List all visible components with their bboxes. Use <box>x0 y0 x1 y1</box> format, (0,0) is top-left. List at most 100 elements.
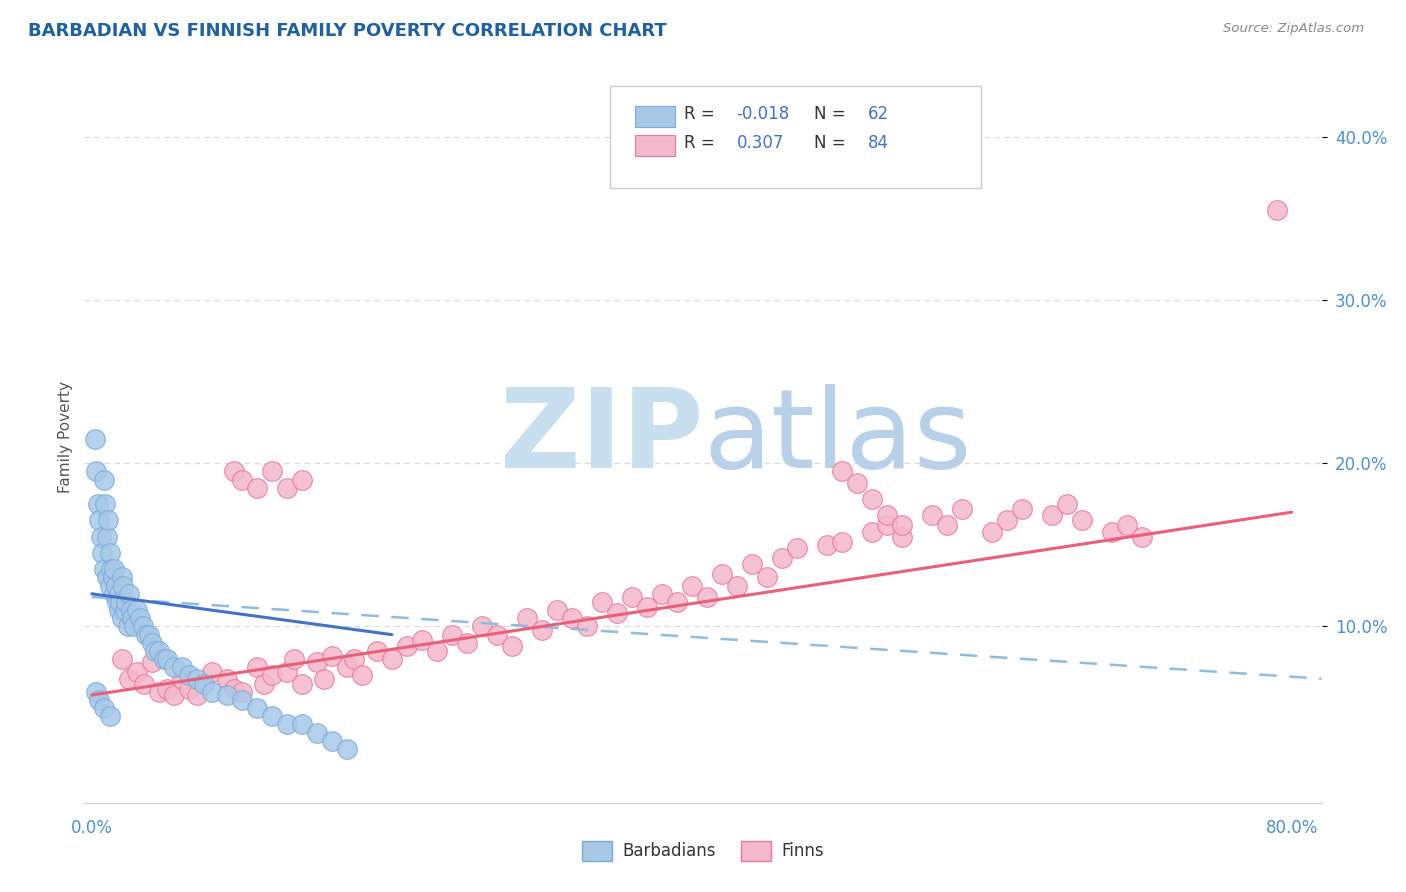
Point <box>860 492 883 507</box>
Point <box>314 672 336 686</box>
Point <box>231 685 253 699</box>
Point <box>111 652 134 666</box>
Point <box>665 595 688 609</box>
Point <box>890 518 912 533</box>
Point <box>350 668 373 682</box>
Point <box>530 623 553 637</box>
Point <box>831 464 853 478</box>
Point <box>1011 502 1033 516</box>
Point <box>725 579 748 593</box>
Point <box>98 546 121 560</box>
Text: atlas: atlas <box>703 384 972 491</box>
Point <box>193 676 215 690</box>
Point <box>283 652 305 666</box>
Point <box>710 567 733 582</box>
Legend: Barbadians, Finns: Barbadians, Finns <box>576 834 830 868</box>
Y-axis label: Family Poverty: Family Poverty <box>58 381 73 493</box>
Point <box>201 665 224 680</box>
Point <box>93 562 115 576</box>
Point <box>411 632 433 647</box>
Point <box>93 473 115 487</box>
Point <box>246 660 269 674</box>
Point <box>112 579 135 593</box>
Point <box>246 701 269 715</box>
Text: R =: R = <box>685 104 720 123</box>
Point <box>104 579 127 593</box>
FancyBboxPatch shape <box>610 86 981 188</box>
Point <box>97 513 120 527</box>
Point <box>186 688 208 702</box>
Point <box>305 656 328 670</box>
Point <box>105 595 128 609</box>
Point <box>260 709 283 723</box>
Point <box>276 717 298 731</box>
Point <box>935 518 957 533</box>
Point <box>135 627 157 641</box>
Point <box>831 534 853 549</box>
Point <box>291 473 314 487</box>
Point <box>110 595 132 609</box>
Point <box>321 733 343 747</box>
Point <box>876 508 898 523</box>
Point <box>118 672 141 686</box>
Point <box>156 681 179 696</box>
Point <box>108 603 131 617</box>
Point <box>291 676 314 690</box>
Point <box>103 562 125 576</box>
Point <box>111 570 134 584</box>
Point <box>336 660 359 674</box>
Point <box>215 672 238 686</box>
Point <box>156 652 179 666</box>
Point <box>1056 497 1078 511</box>
Point <box>163 688 186 702</box>
Point <box>143 644 166 658</box>
Point <box>91 546 114 560</box>
Point <box>876 518 898 533</box>
Point <box>115 595 138 609</box>
Point <box>148 644 170 658</box>
Point <box>101 570 124 584</box>
FancyBboxPatch shape <box>636 105 675 127</box>
Point <box>681 579 703 593</box>
Point <box>845 475 868 490</box>
Point <box>336 742 359 756</box>
Point <box>141 636 163 650</box>
Text: 84: 84 <box>868 134 889 152</box>
Point <box>118 587 141 601</box>
Point <box>485 627 508 641</box>
Point <box>741 558 763 572</box>
Point <box>1130 530 1153 544</box>
Point <box>98 709 121 723</box>
Point <box>501 639 523 653</box>
Point <box>86 685 108 699</box>
Point <box>426 644 449 658</box>
Point <box>90 530 112 544</box>
Text: 80.0%: 80.0% <box>1265 819 1317 837</box>
Point <box>98 579 121 593</box>
Point <box>546 603 568 617</box>
Point <box>87 497 110 511</box>
Text: R =: R = <box>685 134 725 152</box>
Point <box>103 587 125 601</box>
Point <box>995 513 1018 527</box>
Text: 0.307: 0.307 <box>737 134 783 152</box>
Point <box>561 611 583 625</box>
Point <box>1101 524 1123 539</box>
Text: BARBADIAN VS FINNISH FAMILY POVERTY CORRELATION CHART: BARBADIAN VS FINNISH FAMILY POVERTY CORR… <box>28 22 666 40</box>
Point <box>815 538 838 552</box>
Point <box>89 693 111 707</box>
Point <box>305 725 328 739</box>
Text: N =: N = <box>814 134 851 152</box>
Point <box>153 652 176 666</box>
Point <box>1040 508 1063 523</box>
Point <box>381 652 404 666</box>
Point <box>231 473 253 487</box>
Point <box>395 639 418 653</box>
Point <box>108 587 131 601</box>
Point <box>94 497 117 511</box>
Point <box>134 676 156 690</box>
Point <box>148 685 170 699</box>
Point <box>114 603 136 617</box>
Point <box>122 619 145 633</box>
Point <box>179 681 201 696</box>
